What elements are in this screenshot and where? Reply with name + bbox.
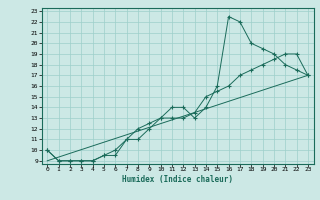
X-axis label: Humidex (Indice chaleur): Humidex (Indice chaleur): [122, 175, 233, 184]
